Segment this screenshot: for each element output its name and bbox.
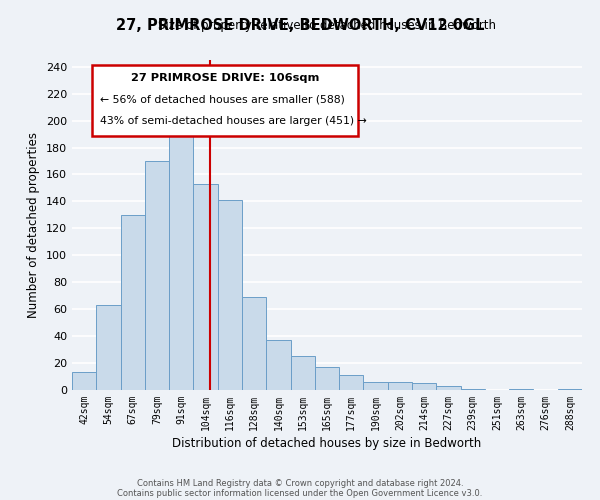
Y-axis label: Number of detached properties: Number of detached properties <box>28 132 40 318</box>
Bar <box>96 305 121 390</box>
Bar <box>412 384 436 390</box>
FancyBboxPatch shape <box>92 65 358 136</box>
Bar <box>121 215 145 390</box>
Bar <box>388 382 412 390</box>
Bar <box>218 200 242 390</box>
Bar <box>242 297 266 390</box>
Bar <box>339 375 364 390</box>
Bar <box>72 372 96 390</box>
Text: ← 56% of detached houses are smaller (588): ← 56% of detached houses are smaller (58… <box>100 94 345 104</box>
Bar <box>290 356 315 390</box>
Text: Contains public sector information licensed under the Open Government Licence v3: Contains public sector information licen… <box>118 488 482 498</box>
Bar <box>436 386 461 390</box>
Bar <box>145 161 169 390</box>
Bar <box>509 388 533 390</box>
Text: Contains HM Land Registry data © Crown copyright and database right 2024.: Contains HM Land Registry data © Crown c… <box>137 478 463 488</box>
Bar <box>558 388 582 390</box>
Text: 43% of semi-detached houses are larger (451) →: 43% of semi-detached houses are larger (… <box>100 116 367 126</box>
Bar <box>315 367 339 390</box>
Bar <box>266 340 290 390</box>
Bar <box>169 120 193 390</box>
Text: 27, PRIMROSE DRIVE, BEDWORTH, CV12 0GL: 27, PRIMROSE DRIVE, BEDWORTH, CV12 0GL <box>116 18 484 32</box>
Title: Size of property relative to detached houses in Bedworth: Size of property relative to detached ho… <box>158 20 496 32</box>
Bar <box>193 184 218 390</box>
Text: 27 PRIMROSE DRIVE: 106sqm: 27 PRIMROSE DRIVE: 106sqm <box>131 73 319 83</box>
Bar <box>364 382 388 390</box>
Bar <box>461 388 485 390</box>
X-axis label: Distribution of detached houses by size in Bedworth: Distribution of detached houses by size … <box>172 437 482 450</box>
